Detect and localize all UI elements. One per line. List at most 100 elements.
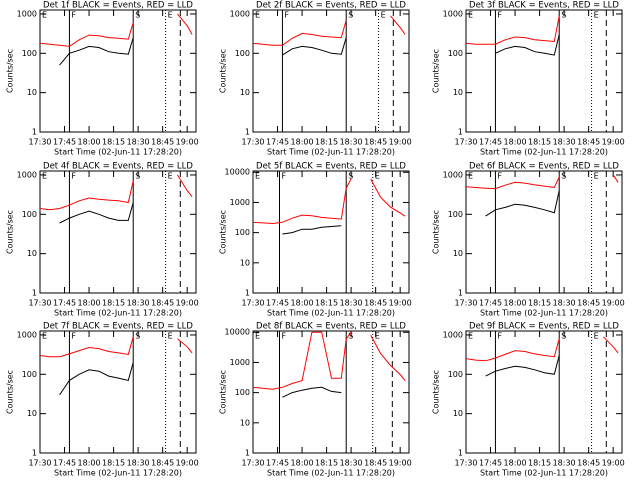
x-tick-label: 17:30 [241, 299, 264, 308]
x-tick-label: 18:15 [528, 299, 551, 308]
y-axis-label: Counts/sec [432, 210, 441, 254]
x-tick-label: 18:15 [315, 299, 338, 308]
data-line [40, 336, 193, 358]
chart-title: Det 1f BLACK = Events, RED = LLD [43, 1, 193, 11]
event-label: F [71, 11, 76, 20]
x-tick-label: 18:00 [78, 299, 101, 308]
x-tick-label: 19:00 [176, 459, 199, 468]
x-tick-label: 19:00 [389, 299, 412, 308]
event-label: F [284, 11, 289, 20]
event-label: E [468, 332, 473, 341]
event-label: E [255, 332, 260, 341]
x-tick-label: 18:15 [315, 459, 338, 468]
x-tick-label: 17:30 [241, 459, 264, 468]
x-tick-label: 18:30 [340, 138, 363, 147]
x-tick-label: 18:30 [553, 459, 576, 468]
y-tick-label: 1000 [230, 358, 250, 367]
x-tick-label: 19:00 [176, 299, 199, 308]
x-tick-label: 18:15 [528, 459, 551, 468]
x-tick-label: 17:45 [479, 138, 502, 147]
data-line [282, 386, 342, 398]
y-tick-label: 100 [22, 370, 37, 379]
chart-title: Det 3f BLACK = Events, RED = LLD [469, 1, 619, 11]
x-tick-label: 18:30 [127, 299, 150, 308]
y-axis-label: Counts/sec [432, 370, 441, 414]
data-line [253, 331, 406, 390]
chart-title: Det 4f BLACK = Events, RED = LLD [43, 162, 193, 172]
data-line [59, 362, 134, 396]
y-tick-label: 100 [235, 49, 250, 58]
chart-title: Det 5f BLACK = Events, RED = LLD [256, 162, 406, 172]
data-line [466, 336, 619, 362]
event-label: E [42, 332, 47, 341]
event-label: E [255, 172, 260, 181]
x-tick-label: 19:00 [389, 459, 412, 468]
data-line [253, 15, 406, 46]
y-tick-label: 10 [240, 88, 250, 97]
data-line [495, 34, 560, 56]
y-axis-label: Counts/sec [219, 370, 228, 414]
x-tick-label: 18:45 [577, 459, 600, 468]
x-tick-label: 17:45 [53, 459, 76, 468]
chart-title: Det 8f BLACK = Events, RED = LLD [256, 322, 406, 332]
y-tick-label: 10000 [225, 168, 250, 177]
event-label: F [71, 172, 76, 181]
x-tick-label: 18:45 [577, 299, 600, 308]
event-label: E [468, 11, 473, 20]
x-tick-label: 17:30 [28, 138, 51, 147]
x-tick-label: 18:15 [102, 299, 125, 308]
x-tick-label: 18:30 [553, 299, 576, 308]
x-tick-label: 17:45 [479, 299, 502, 308]
chart-title: Det 6f BLACK = Events, RED = LLD [469, 162, 619, 172]
x-tick-label: 17:45 [479, 459, 502, 468]
y-tick-label: 100 [22, 210, 37, 219]
event-label: F [71, 332, 76, 341]
data-line [282, 37, 347, 56]
y-axis-label: Counts/sec [6, 370, 15, 414]
x-tick-label: 17:45 [266, 459, 289, 468]
panel: Det 8f BLACK = Events, RED = LLD Start Ti… [219, 322, 412, 478]
panel: Det 7f BLACK = Events, RED = LLD Start Ti… [6, 322, 199, 478]
data-line [485, 190, 560, 217]
y-tick-label: 10 [453, 409, 463, 418]
y-tick-label: 1000 [17, 330, 37, 339]
x-tick-label: 18:15 [102, 138, 125, 147]
x-tick-label: 18:00 [291, 299, 314, 308]
panel: Det 9f BLACK = Events, RED = LLD Start Ti… [432, 322, 625, 478]
y-tick-label: 1000 [17, 9, 37, 18]
y-tick-label: 1 [32, 289, 37, 298]
y-tick-label: 1 [458, 449, 463, 458]
plot-frame [252, 170, 410, 294]
x-tick-label: 17:45 [266, 138, 289, 147]
event-label: E [168, 332, 173, 341]
y-tick-label: 1 [458, 289, 463, 298]
event-label: F [497, 172, 502, 181]
event-label: F [497, 332, 502, 341]
event-label: S [135, 332, 140, 341]
plot-frame [39, 330, 197, 454]
y-tick-label: 100 [448, 370, 463, 379]
y-axis-label: Counts/sec [219, 210, 228, 254]
y-tick-label: 10 [27, 249, 37, 258]
x-tick-label: 18:45 [364, 459, 387, 468]
y-tick-label: 10 [240, 418, 250, 427]
x-tick-label: 19:00 [389, 138, 412, 147]
x-tick-label: 18:30 [340, 299, 363, 308]
y-tick-label: 10 [453, 249, 463, 258]
x-tick-label: 17:30 [28, 299, 51, 308]
event-label: S [135, 11, 140, 20]
data-line [466, 174, 619, 190]
y-tick-label: 1000 [230, 198, 250, 207]
y-tick-label: 10 [27, 409, 37, 418]
y-tick-label: 10 [453, 88, 463, 97]
x-tick-label: 18:45 [151, 459, 174, 468]
event-label: S [561, 332, 566, 341]
x-tick-label: 18:30 [553, 138, 576, 147]
x-axis-label: Start Time (02-Jun-11 17:28:20) [54, 148, 182, 157]
data-line [59, 202, 134, 224]
x-tick-label: 18:45 [151, 299, 174, 308]
y-tick-label: 1000 [17, 170, 37, 179]
x-tick-label: 18:15 [102, 459, 125, 468]
event-label: S [561, 172, 566, 181]
